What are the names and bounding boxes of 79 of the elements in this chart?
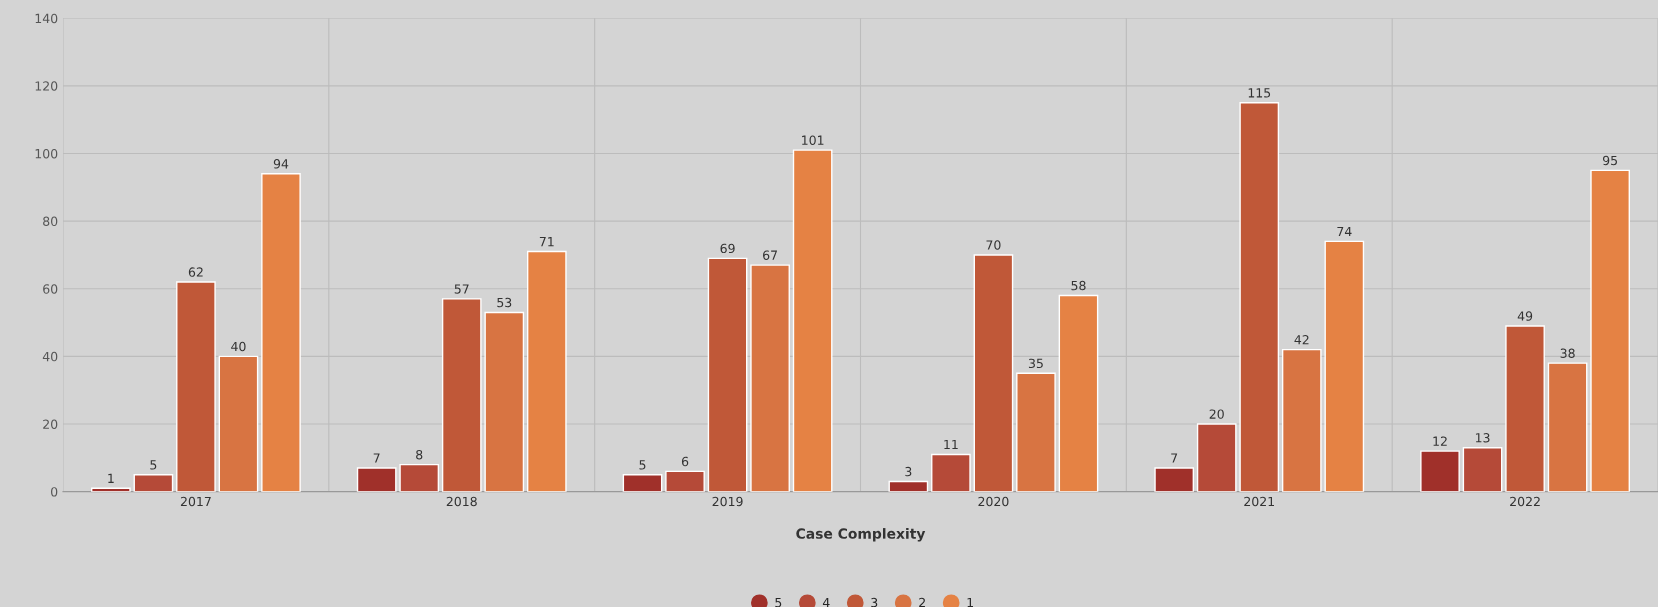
data-label: 94 <box>273 159 289 169</box>
data-label: 35 <box>1028 358 1043 369</box>
bar <box>1324 240 1365 492</box>
x-axis-title: Case Complexity <box>796 528 926 542</box>
bar <box>356 467 397 492</box>
bar <box>1281 348 1322 492</box>
data-label: 12 <box>1433 436 1447 446</box>
bar <box>1462 447 1503 492</box>
data-label: 11 <box>944 439 958 450</box>
y-tick-label: 60 <box>43 284 58 294</box>
bar <box>707 257 748 492</box>
data-label: 49 <box>1517 311 1533 321</box>
bar <box>622 474 663 492</box>
data-label: 69 <box>720 243 735 254</box>
y-tick-label: 80 <box>43 216 58 227</box>
bar <box>261 173 301 492</box>
bar <box>973 254 1014 492</box>
y-tick-label: 0 <box>51 487 58 497</box>
data-label: 70 <box>986 240 1001 250</box>
data-label: 42 <box>1294 334 1309 345</box>
legend-label: 2 <box>919 597 925 607</box>
data-label: 7 <box>373 453 380 463</box>
legend-label: 4 <box>822 598 830 607</box>
bar <box>1196 423 1237 492</box>
data-label: 13 <box>1475 433 1490 443</box>
bar <box>133 474 174 492</box>
data-label: 71 <box>539 237 554 247</box>
y-tick-label: 40 <box>42 351 58 362</box>
bar <box>1420 450 1460 492</box>
data-label: 5 <box>639 460 646 470</box>
x-tick-label: 2021 <box>1244 496 1274 507</box>
bar <box>792 149 833 492</box>
bar <box>526 250 567 492</box>
data-label: 5 <box>150 460 157 470</box>
data-label: 95 <box>1602 155 1618 166</box>
data-label: 8 <box>416 449 423 460</box>
bar <box>888 480 929 492</box>
data-label: 101 <box>802 135 824 145</box>
data-label: 58 <box>1071 280 1086 291</box>
data-label: 57 <box>454 284 469 294</box>
x-tick-label: 2019 <box>712 496 743 507</box>
data-label: 67 <box>763 250 777 260</box>
y-tick-label: 20 <box>43 419 58 429</box>
bar <box>218 355 259 492</box>
data-label: 6 <box>681 456 689 467</box>
data-label: 1 <box>108 473 114 483</box>
bar <box>484 311 525 492</box>
y-tick-label: 140 <box>35 13 58 24</box>
bar <box>931 453 971 492</box>
data-label: 74 <box>1337 226 1352 237</box>
bar <box>1239 102 1280 492</box>
data-label: 115 <box>1248 88 1271 98</box>
bar <box>665 470 705 492</box>
data-label: 38 <box>1560 348 1575 358</box>
y-tick-label: 120 <box>35 81 58 91</box>
bar <box>176 281 216 492</box>
data-label: 62 <box>188 267 203 277</box>
data-label: 53 <box>497 297 512 308</box>
data-label: 7 <box>1171 453 1178 463</box>
x-tick-label: 2018 <box>446 496 477 507</box>
legend-label: 3 <box>871 597 878 607</box>
bar <box>1505 325 1545 492</box>
x-tick-label: 2020 <box>978 496 1009 507</box>
legend-label: 5 <box>775 598 782 607</box>
bar <box>441 298 482 492</box>
bar <box>1016 372 1056 492</box>
bar <box>399 463 440 492</box>
bar <box>1590 169 1630 492</box>
x-tick-label: 2017 <box>180 496 211 507</box>
data-label: 40 <box>231 341 246 352</box>
legend-label: 1 <box>967 598 973 607</box>
data-label: 20 <box>1209 409 1224 419</box>
y-tick-label: 100 <box>35 148 58 159</box>
data-label: 3 <box>905 466 912 477</box>
bar <box>1547 362 1588 492</box>
bar <box>1058 294 1099 492</box>
bar <box>1154 467 1195 492</box>
bar <box>750 264 790 492</box>
x-tick-label: 2022 <box>1510 496 1540 507</box>
